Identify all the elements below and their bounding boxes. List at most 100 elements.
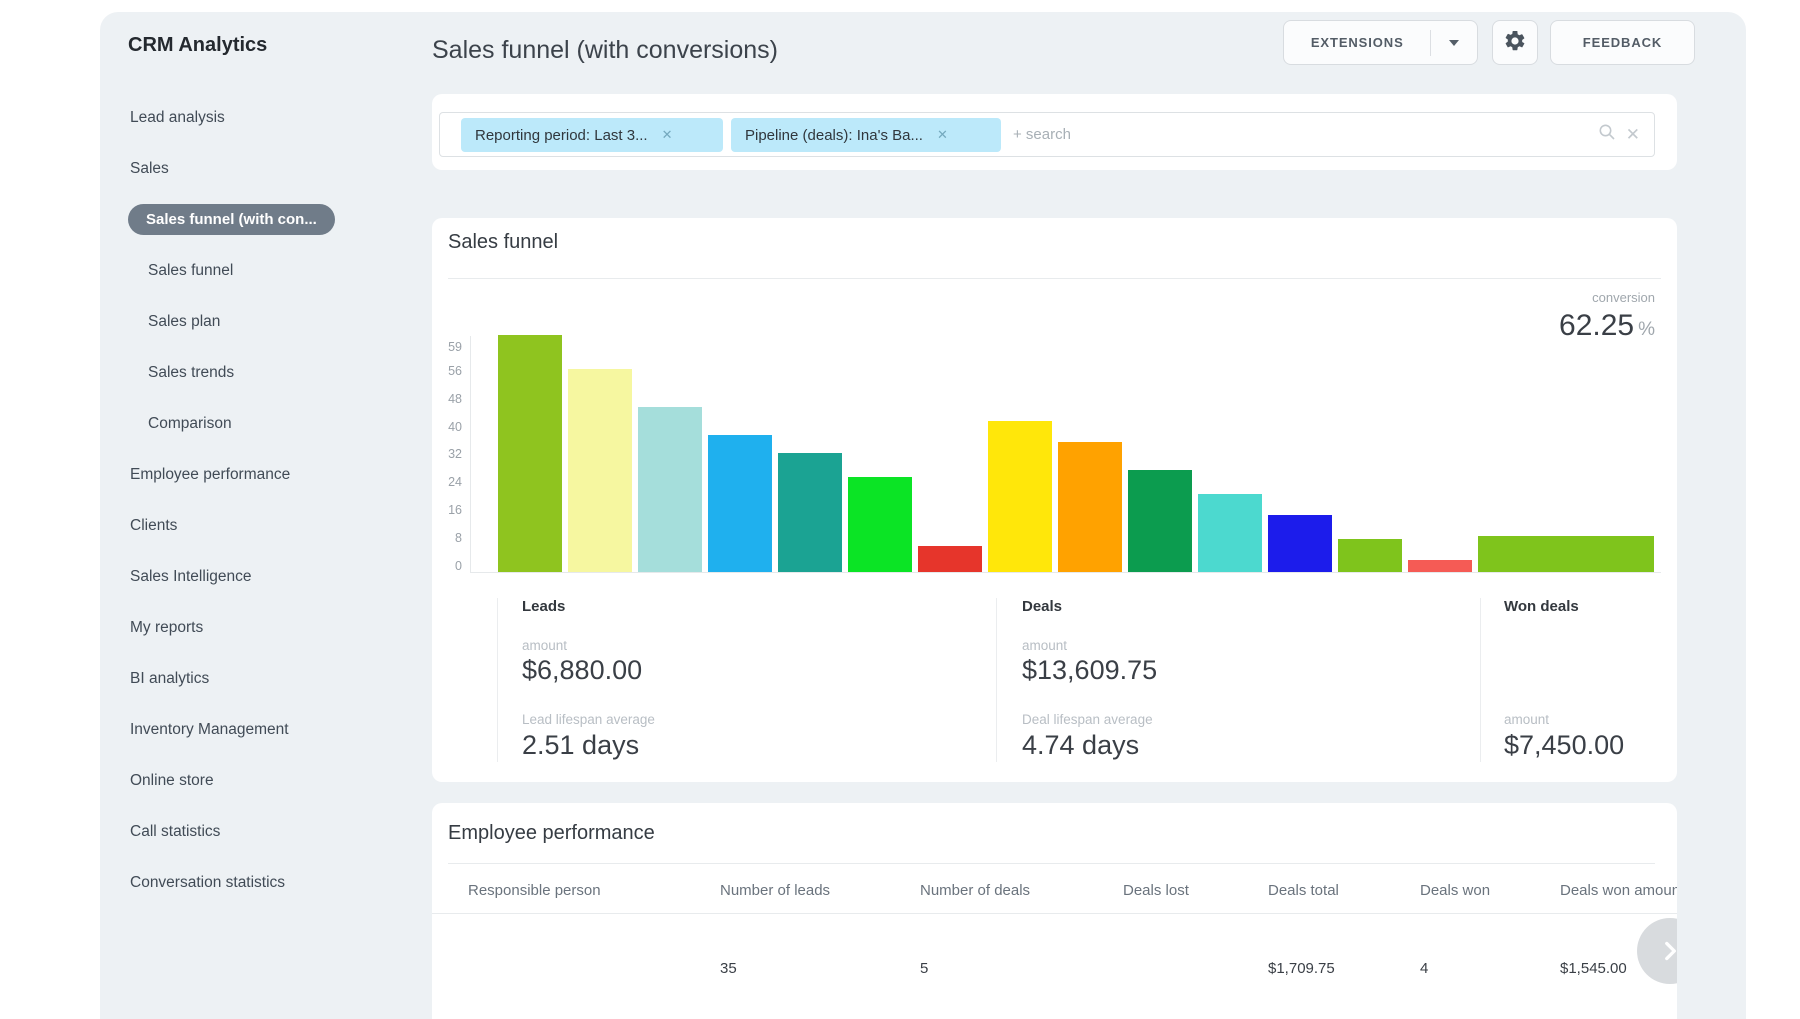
column-header[interactable]: Number of leads bbox=[720, 882, 831, 899]
stat-label: Deal lifespan average bbox=[1022, 712, 1153, 727]
y-axis-tick: 16 bbox=[448, 502, 462, 517]
sidebar-nav: Lead analysis Sales Sales funnel (with con… bbox=[100, 92, 430, 908]
extensions-label: EXTENSIONS bbox=[1310, 35, 1404, 50]
employee-performance-card: Employee performance Responsible person N… bbox=[432, 803, 1677, 1019]
extensions-button[interactable]: EXTENSIONS bbox=[1283, 20, 1478, 65]
column-header[interactable]: Number of deals bbox=[920, 882, 1031, 899]
chip-close-icon[interactable]: ✕ bbox=[661, 127, 673, 142]
funnel-bar-12[interactable] bbox=[1268, 514, 1332, 572]
y-axis-tick: 32 bbox=[448, 447, 462, 462]
button-divider bbox=[1430, 29, 1432, 56]
column-header[interactable]: Responsible person bbox=[468, 882, 601, 899]
sidebar-item[interactable]: BI analytics bbox=[130, 669, 210, 687]
stat-label: amount bbox=[522, 638, 568, 653]
feedback-label: FEEDBACK bbox=[1582, 35, 1663, 50]
funnel-card-title: Sales funnel bbox=[448, 231, 559, 253]
sidebar-item[interactable]: Sales trends bbox=[148, 363, 235, 381]
y-axis-tick: 56 bbox=[448, 364, 462, 379]
y-axis-line bbox=[470, 336, 471, 573]
gear-icon bbox=[1503, 29, 1527, 56]
column-header[interactable]: Deals won amount bbox=[1560, 882, 1677, 899]
table-cell: 35 bbox=[720, 960, 737, 977]
sidebar-item-selected[interactable]: Sales funnel (with con... bbox=[100, 194, 430, 245]
stat-value: 4.74 days bbox=[1022, 730, 1140, 760]
funnel-bar-14[interactable] bbox=[1408, 560, 1472, 572]
sidebar-item-label: Sales funnel (with con... bbox=[128, 204, 335, 235]
search-field[interactable]: Reporting period: Last 3... ✕ Pipeline (… bbox=[439, 112, 1655, 157]
conversion-unit: % bbox=[1638, 319, 1655, 340]
funnel-bar-2[interactable] bbox=[568, 369, 632, 572]
funnel-bar-7[interactable] bbox=[918, 546, 982, 572]
column-header[interactable]: Deals total bbox=[1268, 882, 1339, 899]
funnel-bar-4[interactable] bbox=[708, 435, 772, 572]
table-cell: 4 bbox=[1420, 960, 1429, 977]
y-axis-tick: 0 bbox=[455, 558, 462, 573]
x-axis-line bbox=[470, 572, 1661, 573]
funnel-bar-13[interactable] bbox=[1338, 539, 1402, 572]
conversion-label: conversion bbox=[1592, 290, 1655, 305]
sidebar-item[interactable]: Inventory Management bbox=[130, 720, 289, 738]
funnel-bar-1[interactable] bbox=[498, 334, 562, 572]
stat-deals: Deals amount $13,609.75 Deal lifespan av… bbox=[1022, 598, 1157, 760]
stat-value: 2.51 days bbox=[522, 730, 640, 760]
funnel-bar-9[interactable] bbox=[1058, 442, 1122, 572]
column-header[interactable]: Deals lost bbox=[1123, 882, 1189, 899]
sidebar-item[interactable]: Sales funnel bbox=[148, 261, 234, 279]
sidebar-item[interactable]: Online store bbox=[130, 771, 214, 789]
divider bbox=[996, 598, 997, 762]
filter-chip-pipeline[interactable]: Pipeline (deals): Ina's Ba... ✕ bbox=[731, 118, 1001, 152]
sidebar-item[interactable]: Comparison bbox=[148, 414, 232, 432]
sales-funnel-card: Sales funnel conversion 62.25% 0 8 16 24 32 4… bbox=[432, 218, 1677, 782]
funnel-bar-10[interactable] bbox=[1128, 469, 1192, 572]
app-window: CRM Analytics Lead analysis Sales Sales fu… bbox=[100, 12, 1746, 1019]
sidebar-item[interactable]: Sales bbox=[130, 159, 169, 177]
stat-label: amount bbox=[1022, 638, 1068, 653]
y-axis-tick: 48 bbox=[448, 391, 462, 406]
stat-won-deals: Won deals amount $7,450.00 bbox=[1504, 598, 1624, 760]
y-axis-tick: 59 bbox=[448, 340, 462, 354]
extensions-dropdown[interactable] bbox=[1431, 39, 1477, 46]
stat-title: Won deals bbox=[1504, 598, 1579, 615]
search-placeholder[interactable]: + search bbox=[1013, 126, 1071, 143]
conversion-value: 62.25% bbox=[1559, 309, 1655, 342]
sidebar-item[interactable]: Clients bbox=[130, 516, 178, 534]
funnel-bar-15[interactable] bbox=[1478, 535, 1654, 572]
clear-search-icon[interactable]: ✕ bbox=[1625, 124, 1640, 144]
filter-card: Reporting period: Last 3... ✕ Pipeline (… bbox=[432, 94, 1677, 170]
y-axis-tick: 8 bbox=[455, 530, 462, 545]
sidebar-item[interactable]: Sales Intelligence bbox=[130, 567, 252, 585]
funnel-bar-6[interactable] bbox=[848, 476, 912, 572]
sidebar-item[interactable]: Call statistics bbox=[130, 822, 221, 840]
stat-value: $13,609.75 bbox=[1022, 655, 1158, 685]
settings-button[interactable] bbox=[1492, 20, 1538, 65]
table-cell: 5 bbox=[920, 960, 929, 977]
column-header[interactable]: Deals won bbox=[1420, 882, 1491, 899]
table-cell: $1,545.00 bbox=[1560, 960, 1627, 977]
chip-close-icon[interactable]: ✕ bbox=[936, 127, 948, 142]
y-axis-tick: 40 bbox=[448, 419, 462, 434]
funnel-bar-11[interactable] bbox=[1198, 494, 1262, 572]
search-icon[interactable] bbox=[1598, 123, 1616, 146]
sidebar-item[interactable]: Employee performance bbox=[130, 465, 291, 483]
funnel-bar-3[interactable] bbox=[638, 407, 702, 572]
chevron-down-icon bbox=[1449, 39, 1460, 46]
stat-value: $7,450.00 bbox=[1504, 730, 1625, 760]
funnel-bar-8[interactable] bbox=[988, 421, 1052, 572]
filter-chip-label: Pipeline (deals): Ina's Ba... bbox=[745, 126, 923, 144]
stat-title: Leads bbox=[522, 598, 566, 615]
brand-title: CRM Analytics bbox=[128, 34, 268, 56]
sidebar-item[interactable]: Lead analysis bbox=[130, 108, 225, 126]
conversion-block: conversion 62.25% bbox=[1559, 290, 1655, 343]
table-header-row: Responsible person Number of leads Number … bbox=[432, 882, 1677, 902]
sidebar-item[interactable]: My reports bbox=[130, 618, 204, 636]
table-card-title: Employee performance bbox=[448, 822, 655, 844]
sidebar-item[interactable]: Sales plan bbox=[148, 312, 221, 330]
stat-title: Deals bbox=[1022, 598, 1063, 615]
stat-value: $6,880.00 bbox=[522, 655, 643, 685]
page-title: Sales funnel (with conversions) bbox=[432, 36, 778, 64]
sidebar-item[interactable]: Conversation statistics bbox=[130, 873, 286, 891]
feedback-button[interactable]: FEEDBACK bbox=[1550, 20, 1695, 65]
filter-chip-reporting-period[interactable]: Reporting period: Last 3... ✕ bbox=[461, 118, 723, 152]
funnel-bar-5[interactable] bbox=[778, 452, 842, 572]
